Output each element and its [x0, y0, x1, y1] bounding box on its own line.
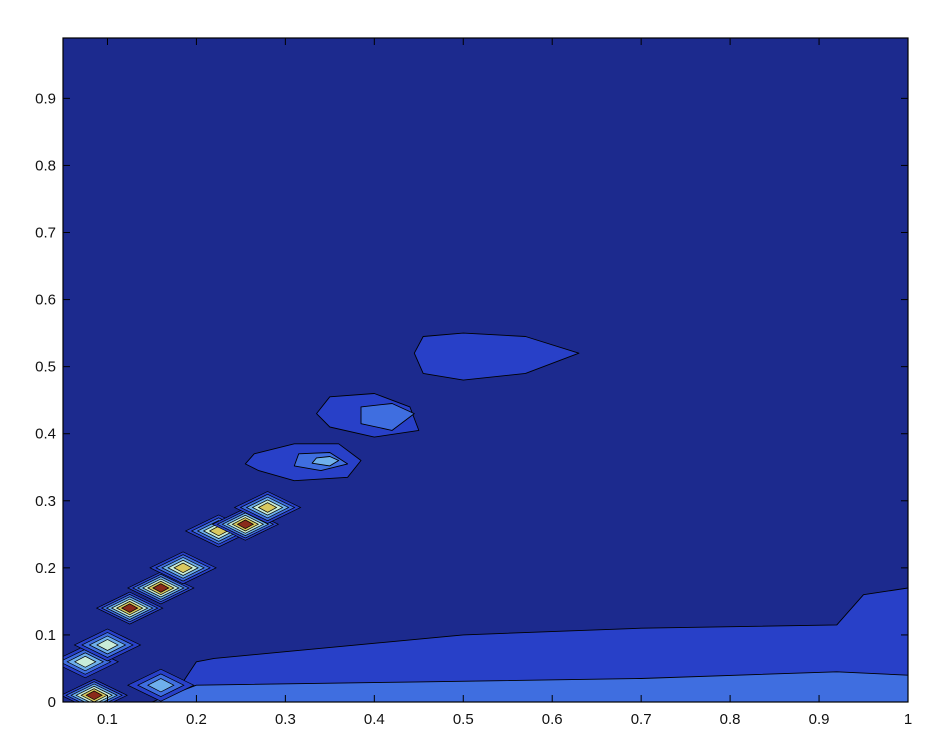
- contour-hotspot-4: [95, 591, 164, 625]
- hotspot-5-level-5: [152, 583, 170, 593]
- contour-region-5: [360, 403, 415, 431]
- x-tick-label-1: 0.2: [186, 711, 207, 728]
- contour-hotspot-9: [233, 491, 302, 524]
- x-tick-label-6: 0.7: [631, 711, 652, 728]
- contour-hotspot-3: [73, 628, 142, 662]
- hotspot-4-level-5: [120, 603, 139, 613]
- contour-region-2: [151, 671, 908, 702]
- x-tick-label-5: 0.6: [542, 711, 563, 728]
- y-tick-label-9: 0.9: [35, 90, 56, 107]
- plot-area: [63, 38, 908, 702]
- y-tick-label-0: 0: [48, 694, 56, 711]
- plot-frame: [62, 37, 909, 703]
- x-tick-label-4: 0.5: [453, 711, 474, 728]
- contour-region-8: [311, 456, 340, 467]
- hotspot-9-level-4: [257, 502, 278, 513]
- x-tick-label-0: 0.1: [97, 711, 118, 728]
- y-tick-label-5: 0.5: [35, 359, 56, 376]
- axes: 0.1 0.2 0.3 0.4 0.5 0.6 0.7 0.8 0.9 1 0 0.1 0.2 0.3 0.…: [35, 37, 912, 728]
- x-tick-label-9: 1: [904, 711, 912, 728]
- x-tick-label-3: 0.4: [364, 711, 385, 728]
- contour-hotspot-1: [63, 678, 128, 702]
- hotspot-2-level-3: [73, 655, 97, 668]
- hotspot-1-level-5: [85, 690, 103, 701]
- contour-hotspot-6: [149, 551, 217, 585]
- contour-hotspot-10: [127, 668, 195, 702]
- y-tick-label-8: 0.8: [35, 157, 56, 174]
- x-tick-label-7: 0.8: [720, 711, 741, 728]
- contour-region-3: [413, 332, 580, 381]
- y-tick-label-3: 0.3: [35, 493, 56, 510]
- x-tick-label-8: 0.9: [809, 711, 830, 728]
- hotspot-8-level-5: [236, 519, 255, 529]
- y-tick-label-2: 0.2: [35, 560, 56, 577]
- y-tick-label-7: 0.7: [35, 225, 56, 242]
- hotspot-6-level-4: [173, 562, 193, 574]
- contour-hotspot-2: [63, 645, 120, 679]
- y-tick-label-1: 0.1: [35, 627, 56, 644]
- hotspot-10-level-2: [147, 678, 175, 693]
- y-tick-label-6: 0.6: [35, 292, 56, 309]
- y-tick-label-4: 0.4: [35, 426, 56, 443]
- x-tick-label-2: 0.3: [275, 711, 296, 728]
- hotspot-3-level-3: [96, 639, 119, 651]
